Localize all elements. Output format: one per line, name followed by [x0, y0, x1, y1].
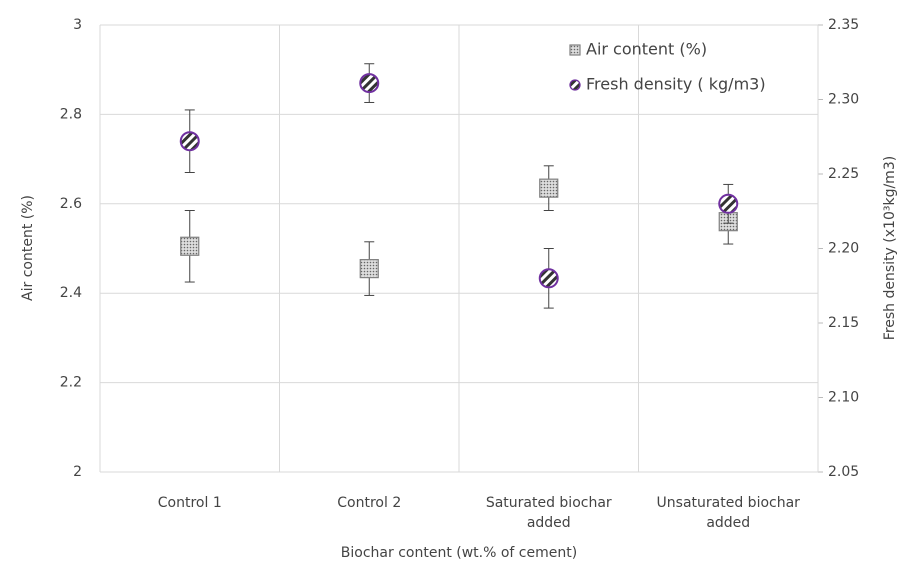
y-tick-label: 2.2: [60, 375, 82, 391]
x-tick-label: Unsaturated biochar added: [656, 495, 800, 531]
legend-label: Fresh density ( kg/m3): [586, 75, 766, 94]
x-axis-title: Biochar content (wt.% of cement): [341, 545, 577, 561]
circle-marker: [538, 268, 559, 289]
y2-tick-label: 2.10: [828, 390, 859, 406]
x-tick-label: Saturated biochar added: [485, 495, 612, 531]
y2-tick-label: 2.15: [828, 315, 859, 331]
y2-axis-title: Fresh density (x10³kg/m3): [882, 156, 898, 340]
legend-label: Air content (%): [586, 40, 707, 59]
circle-marker: [179, 131, 200, 152]
square-marker: [180, 236, 200, 256]
y2-tick-label: 2.05: [828, 464, 859, 480]
y2-tick-label: 2.25: [828, 166, 859, 182]
legend-marker: [569, 79, 581, 91]
x-tick-label: Control 1: [157, 495, 222, 511]
y-axis-title: Air content (%): [20, 195, 36, 301]
circle-marker: [359, 73, 380, 94]
y-tick-label: 2.6: [60, 196, 82, 212]
square-marker: [539, 178, 559, 198]
y2-tick-label: 2.20: [828, 241, 859, 257]
y2-tick-label: 2.30: [828, 92, 859, 108]
y-tick-label: 3: [73, 17, 82, 33]
y-tick-label: 2: [73, 464, 82, 480]
y-tick-label: 2.4: [60, 285, 82, 301]
x-tick-label: Control 2: [337, 495, 402, 511]
y-tick-label: 2.8: [60, 106, 82, 122]
legend-marker: [569, 44, 581, 56]
circle-marker: [718, 193, 739, 214]
square-marker: [359, 259, 379, 279]
y2-tick-label: 2.35: [828, 17, 859, 33]
